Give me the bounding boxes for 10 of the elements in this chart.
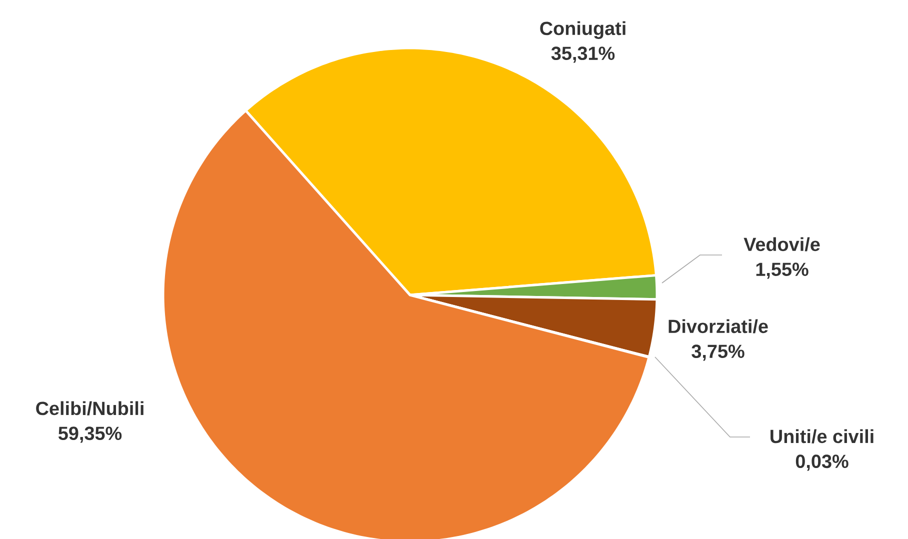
slice-label: Coniugati — [540, 21, 626, 39]
slice-label: Celibi/Nubili — [36, 401, 144, 416]
data-label: 1,55% — [756, 262, 808, 279]
slice-label: Divorziati/e — [668, 319, 768, 334]
slice-label: Vedovi/e — [744, 237, 820, 252]
data-label: 0,03% — [796, 454, 848, 471]
data-label: 3,75% — [692, 344, 744, 361]
slice-label: Uniti/e civili — [770, 429, 874, 444]
data-label: 59,35% — [58, 426, 122, 443]
data-label: 35,31% — [551, 46, 615, 63]
